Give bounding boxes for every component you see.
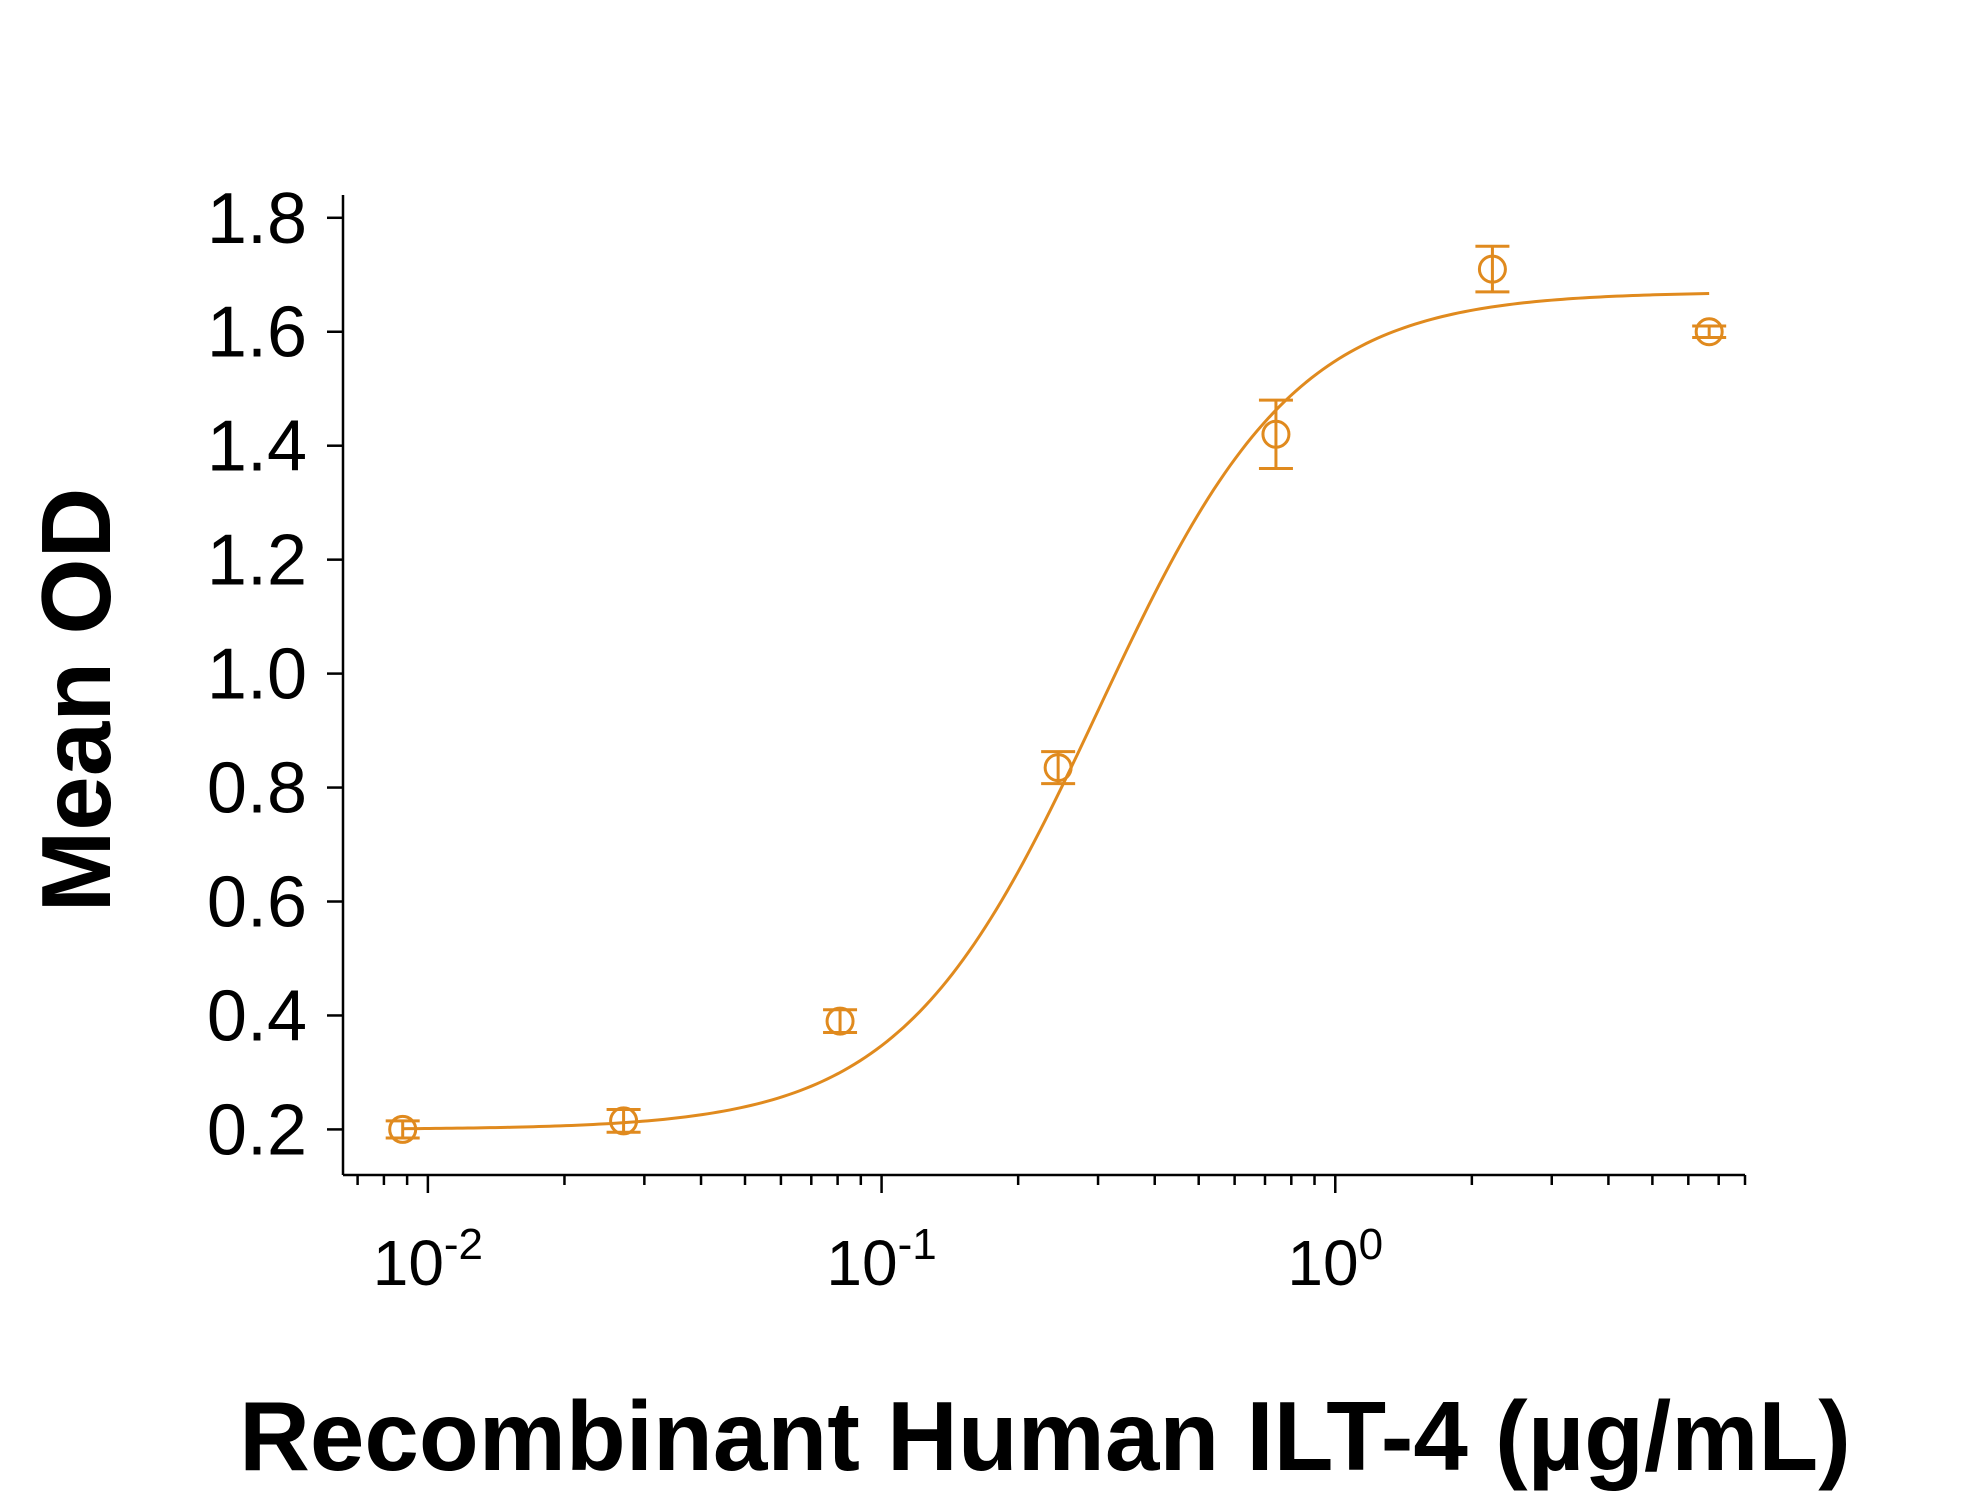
x-tick-label-base: 10 xyxy=(826,1227,897,1299)
point-marker xyxy=(1261,419,1291,449)
y-tick-label: 1.2 xyxy=(207,521,307,601)
point-marker xyxy=(388,1114,418,1144)
y-tick-label: 0.2 xyxy=(207,1090,307,1170)
data-point xyxy=(606,1106,641,1136)
x-tick-label-exponent: 0 xyxy=(1359,1220,1383,1269)
data-point xyxy=(1475,244,1510,294)
x-tick-label-base: 10 xyxy=(373,1227,444,1299)
y-tick-label: 1.8 xyxy=(207,179,307,259)
x-axis-title: Recombinant Human ILT-4 (µg/mL) xyxy=(239,1381,1851,1491)
point-marker xyxy=(1477,254,1507,284)
fit-curve xyxy=(402,292,1710,1131)
point-marker xyxy=(1043,753,1073,783)
data-point xyxy=(385,1114,420,1144)
x-tick-label-base: 10 xyxy=(1287,1227,1358,1299)
y-tick-label: 0.4 xyxy=(207,976,307,1056)
x-tick-label: 100 xyxy=(1287,1220,1383,1299)
y-tick-label: 0.8 xyxy=(207,749,307,829)
axes: 0.20.40.60.81.01.21.41.61.8 10-2 10-1 100 xyxy=(207,179,1747,1299)
y-tick-label: 1.6 xyxy=(207,293,307,373)
x-tick-label: 10-2 xyxy=(373,1220,483,1299)
y-tick-label: 1.4 xyxy=(207,407,307,487)
x-tick-label-exponent: -1 xyxy=(898,1220,937,1269)
y-ticks: 0.2 0.4 0.6 0.8 1.0 1.2 1.4 1.6 1.8 xyxy=(207,179,343,1170)
y-axis-title: Mean OD xyxy=(21,488,131,913)
data-point xyxy=(1692,317,1727,347)
data-point xyxy=(1041,750,1076,786)
data-point xyxy=(1258,398,1293,470)
x-tick-label-exponent: -2 xyxy=(444,1220,483,1269)
point-marker xyxy=(825,1006,855,1036)
x-tick-label: 10-1 xyxy=(826,1220,936,1299)
point-marker xyxy=(1694,317,1724,347)
data-point xyxy=(823,1006,858,1036)
point-marker xyxy=(609,1106,639,1136)
y-tick-label: 0.6 xyxy=(207,863,307,943)
data-points xyxy=(385,244,1727,1144)
x-ticks: 10-2 10-1 100 xyxy=(356,1175,1747,1299)
y-tick-label: 1.0 xyxy=(207,635,307,715)
